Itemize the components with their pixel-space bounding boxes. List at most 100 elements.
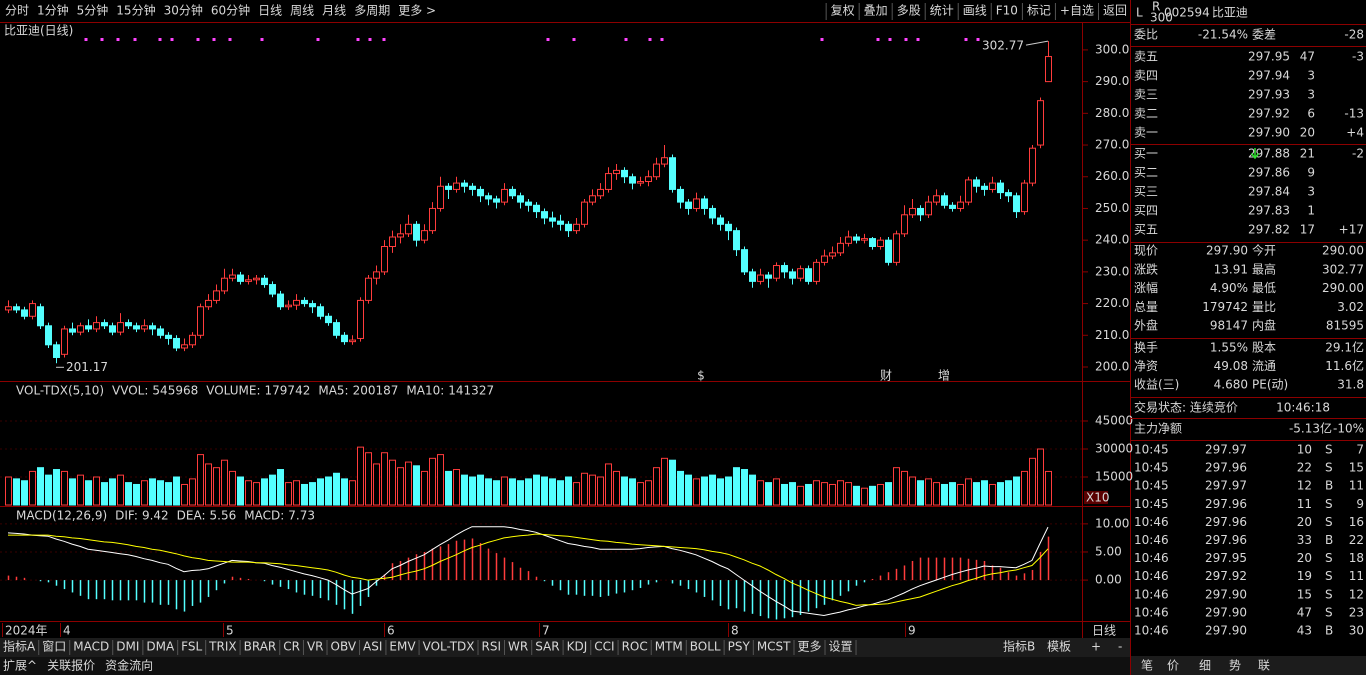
volume-bar xyxy=(333,472,340,506)
extra-tab[interactable]: 关联报价 xyxy=(47,658,95,673)
period-tab[interactable]: 30分钟 xyxy=(164,3,203,18)
indicator-tab[interactable]: EMV xyxy=(389,640,416,654)
period-tab[interactable]: 日线 xyxy=(258,4,282,18)
period-tab[interactable]: 更多 > xyxy=(398,4,436,18)
period-tab[interactable]: 多周期 xyxy=(354,4,390,18)
period-tab[interactable]: 15分钟 xyxy=(116,3,155,18)
toolbar-button[interactable]: 统计 xyxy=(930,4,954,18)
indicator-tab[interactable]: PSY xyxy=(728,640,751,654)
volume-bar xyxy=(197,454,204,506)
volume-bar xyxy=(981,480,988,506)
indicator-tab[interactable]: OBV xyxy=(331,640,357,654)
indicator-tab[interactable]: RSI xyxy=(482,640,502,654)
candle-body xyxy=(853,236,860,241)
indicator-tab[interactable]: BOLL xyxy=(690,640,721,654)
right-tab[interactable]: - xyxy=(1118,640,1122,654)
period-tab[interactable]: 60分钟 xyxy=(211,3,250,18)
side-tab[interactable]: 联 xyxy=(1258,659,1270,673)
candle-body xyxy=(637,180,644,184)
candle-body xyxy=(197,306,204,336)
indicator-tab[interactable]: DMI xyxy=(116,640,139,654)
toolbar-button[interactable]: 叠加 xyxy=(864,4,888,18)
candle-body xyxy=(445,185,452,190)
period-tab[interactable]: 5分钟 xyxy=(77,3,109,18)
indicator-tab[interactable]: WR xyxy=(508,640,528,654)
trade-side: S xyxy=(1325,443,1333,457)
period-tab[interactable]: 1分钟 xyxy=(37,3,69,18)
volume-bar xyxy=(341,478,348,506)
indicator-tab[interactable]: ROC xyxy=(622,640,648,654)
indicator-tab[interactable]: 指标A xyxy=(3,639,36,654)
indicator-tab[interactable]: 更多 xyxy=(798,640,822,654)
period-tab[interactable]: 分时 xyxy=(5,4,29,18)
volume-bar xyxy=(845,482,852,506)
toolbar-button[interactable]: 复权 xyxy=(831,4,855,18)
toolbar-button[interactable]: 返回 xyxy=(1103,4,1127,18)
volume-bar xyxy=(853,485,860,506)
trade-time: 10:45 xyxy=(1134,479,1169,493)
indicator-tab[interactable]: KDJ xyxy=(567,640,588,654)
candle-body xyxy=(157,328,164,336)
side-tab[interactable]: 细 xyxy=(1199,659,1211,673)
field-value: -28 xyxy=(1344,28,1364,42)
y-tick-label: 30000 xyxy=(1095,442,1133,456)
indicator-tab[interactable]: CR xyxy=(283,640,300,654)
trade-price: 297.97 xyxy=(1205,443,1247,457)
indicator-tab[interactable]: CCI xyxy=(594,640,614,654)
side-tab[interactable]: 价 xyxy=(1167,659,1179,673)
volume-bar xyxy=(965,478,972,506)
candle-body xyxy=(373,271,380,279)
candle-body xyxy=(917,207,924,216)
indicator-tab[interactable]: MACD xyxy=(73,640,109,654)
indicator-tab[interactable]: VOL-TDX xyxy=(423,640,475,654)
indicator-tab[interactable]: VR xyxy=(307,640,324,654)
toolbar-button[interactable]: 多股 xyxy=(897,4,921,18)
candle-body xyxy=(733,230,740,251)
indicator-tab[interactable]: 窗口 xyxy=(42,640,66,654)
book-change: -3 xyxy=(1352,50,1364,64)
indicator-tab[interactable]: SAR xyxy=(535,640,559,654)
book-label: 买一 xyxy=(1134,147,1158,161)
volume-bar xyxy=(757,480,764,506)
candle-body xyxy=(877,239,884,248)
indicator-tab[interactable]: DMA xyxy=(146,640,175,654)
candle-body xyxy=(613,169,620,175)
toolbar-button[interactable]: F10 xyxy=(996,4,1018,18)
y-tick-label: 300.0 xyxy=(1095,42,1129,56)
candle-body xyxy=(189,334,196,346)
volume-bar xyxy=(749,474,756,506)
extra-tab[interactable]: 扩展^ xyxy=(3,659,37,673)
candle-body xyxy=(717,217,724,225)
candle-body xyxy=(669,157,676,190)
extra-tab[interactable]: 资金流向 xyxy=(105,658,153,673)
indicator-tab[interactable]: MCST xyxy=(757,640,791,654)
indicator-tab[interactable]: 设置 xyxy=(829,640,853,654)
indicator-tab[interactable]: ASI xyxy=(363,640,382,654)
volume-bar xyxy=(933,482,940,506)
indicator-tab[interactable]: TRIX xyxy=(208,640,236,654)
volume-bar xyxy=(253,482,260,506)
side-tab[interactable]: 笔 xyxy=(1141,658,1153,673)
indicator-label: DIF: xyxy=(115,509,138,523)
period-tab[interactable]: 月线 xyxy=(322,4,346,18)
right-tab[interactable]: 指标B xyxy=(1003,639,1035,654)
candle-body xyxy=(77,325,84,333)
toolbar-button[interactable]: +自选 xyxy=(1060,4,1094,18)
indicator-tab[interactable]: MTM xyxy=(655,640,683,654)
volume-bar xyxy=(1005,480,1012,506)
down-arrow xyxy=(1250,148,1260,160)
field-value: -21.54% xyxy=(1198,28,1248,42)
candle-body xyxy=(605,173,612,190)
toolbar-button[interactable]: 画线 xyxy=(963,4,987,18)
indicator-tab[interactable]: BRAR xyxy=(244,640,277,654)
field-label: 收益(三) xyxy=(1134,378,1179,392)
right-tab[interactable]: + xyxy=(1091,640,1101,654)
book-price: 297.90 xyxy=(1248,126,1290,140)
book-label: 买二 xyxy=(1134,166,1158,180)
toolbar-button[interactable]: 标记 xyxy=(1027,4,1051,18)
right-tab[interactable]: 模板 xyxy=(1047,640,1071,654)
side-tab[interactable]: 势 xyxy=(1229,659,1241,673)
period-tab[interactable]: 周线 xyxy=(290,4,314,18)
candle-body xyxy=(685,201,692,209)
indicator-tab[interactable]: FSL xyxy=(181,640,202,654)
